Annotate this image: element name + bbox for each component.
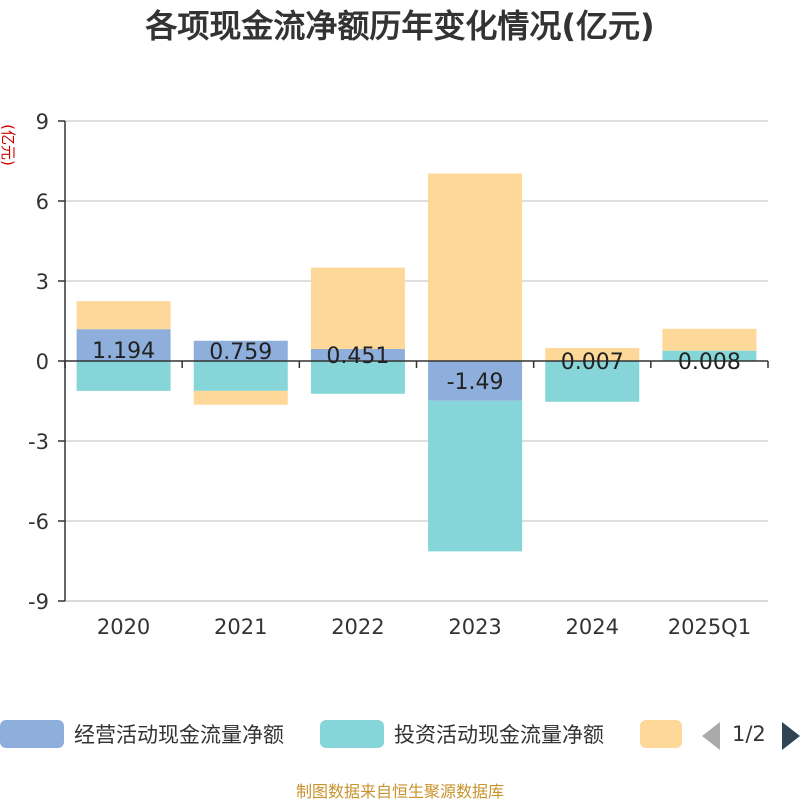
legend-next-page-icon[interactable] (782, 722, 800, 750)
bar-1-2020 (76, 329, 171, 361)
x-tick-label: 2020 (97, 615, 150, 639)
bar-3-2023 (428, 173, 523, 361)
bar-1-2021 (193, 340, 288, 361)
bar-1-2023 (428, 361, 523, 401)
x-tick-label: 2023 (448, 615, 501, 639)
y-tick-label: 6 (36, 190, 49, 214)
legend-prev-page-icon[interactable] (702, 722, 720, 750)
data-label-2023: -1.49 (447, 370, 504, 395)
data-label-2025Q1: 0.008 (678, 350, 741, 375)
bar-2-2023 (428, 400, 523, 552)
data-source-footer: 制图数据来自恒生聚源数据库 (295, 782, 504, 801)
legend-swatch-operating (0, 720, 64, 748)
x-tick-label: 2022 (331, 615, 384, 639)
x-tick-label: 2024 (566, 615, 619, 639)
legend-swatch-financing (640, 720, 682, 748)
bar-3-2025Q1 (662, 328, 757, 351)
x-tick-label: 2025Q1 (668, 615, 751, 639)
y-axis-unit-label: (亿元) (0, 124, 17, 166)
data-label-2024: 0.007 (561, 350, 624, 375)
y-tick-label: 3 (36, 270, 49, 294)
legend-label-operating: 经营活动现金流量净额 (74, 723, 284, 747)
legend-label-investing: 投资活动现金流量净额 (394, 723, 604, 747)
data-label-2020: 1.194 (92, 339, 155, 364)
bar-2-2024 (545, 361, 640, 402)
y-tick-label: 0 (36, 350, 49, 374)
bar-3-2024 (545, 348, 640, 361)
bar-2-2020 (76, 361, 171, 391)
legend: 经营活动现金流量净额 投资活动现金流量净额 1/2 (0, 716, 800, 756)
y-tick-label: 9 (36, 110, 49, 134)
legend-page-indicator: 1/2 (732, 722, 766, 746)
y-tick-label: -3 (28, 430, 49, 454)
data-label-2022: 0.451 (326, 344, 389, 369)
bar-2-2025Q1 (662, 350, 757, 361)
legend-item-operating[interactable]: 经营活动现金流量净额 (0, 716, 284, 752)
bar-3-2020 (76, 301, 171, 330)
chart-title: 各项现金流净额历年变化情况(亿元) (145, 7, 654, 45)
y-tick-label: -9 (28, 590, 49, 614)
bar-2-2021 (193, 361, 288, 391)
bar-1-2022 (310, 348, 405, 361)
bar-3-2022 (310, 267, 405, 349)
cashflow-chart: 各项现金流净额历年变化情况(亿元) (亿元) 9 6 3 0 -3 -6 -9 2020 202… (0, 7, 769, 639)
legend-swatch-investing (320, 720, 384, 748)
data-label-2021: 0.759 (209, 340, 272, 365)
x-tick-label: 2021 (214, 615, 267, 639)
legend-item-financing[interactable] (640, 716, 692, 752)
bar-2-2022 (310, 361, 405, 394)
y-tick-label: -6 (28, 510, 49, 534)
legend-item-investing[interactable]: 投资活动现金流量净额 (320, 716, 604, 752)
legend-pager: 1/2 (700, 718, 800, 754)
bar-3-2021 (193, 390, 288, 405)
